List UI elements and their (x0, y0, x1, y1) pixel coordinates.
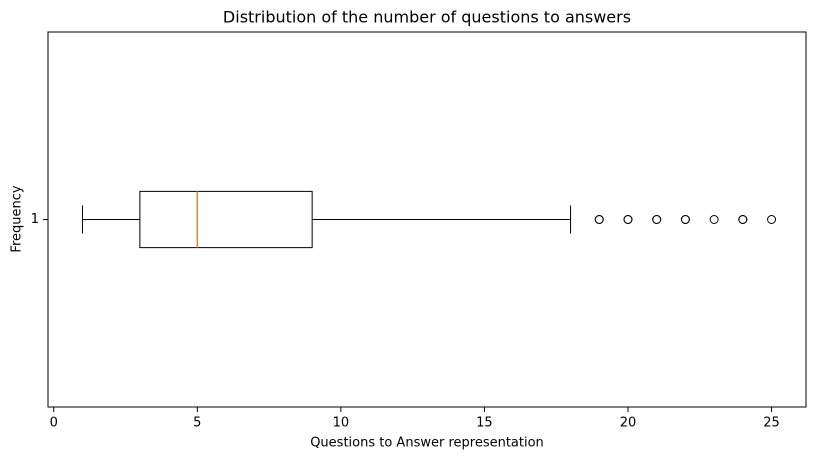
outlier (652, 215, 662, 224)
x-tick-label: 15 (476, 416, 493, 431)
outlier (767, 215, 777, 224)
x-tick-label: 10 (333, 416, 350, 431)
outlier (680, 215, 690, 224)
x-tick-label: 0 (50, 416, 58, 431)
chart-title: Distribution of the number of questions … (223, 8, 631, 27)
outlier (738, 215, 748, 224)
x-axis-label: Questions to Answer representation (310, 436, 544, 451)
x-tick-label: 25 (763, 416, 780, 431)
outlier (709, 215, 719, 224)
outlier (594, 215, 604, 224)
x-tick-label: 20 (620, 416, 637, 431)
outlier (623, 215, 633, 224)
y-tick-label: 1 (31, 212, 39, 227)
x-tick-label: 5 (193, 416, 201, 431)
y-axis-label: Frequency (10, 185, 25, 252)
box (139, 190, 313, 249)
